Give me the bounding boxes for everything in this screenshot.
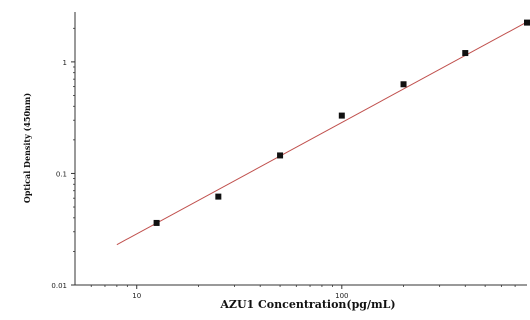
data-point [462, 50, 469, 57]
ticks: 0.01 0.1 1 10 100 [51, 27, 516, 300]
fit-line-layer [116, 21, 528, 246]
axes [74, 12, 527, 286]
data-point [153, 219, 160, 226]
y-tick-label: 0.1 [56, 170, 67, 178]
y-tick-label: 0.01 [51, 282, 67, 290]
x-tick-label: 10 [132, 292, 141, 300]
data-point [400, 81, 407, 88]
data-point [524, 19, 530, 26]
x-tick-label: 100 [335, 292, 348, 300]
fit-line [116, 21, 528, 246]
y-tick-label: 1 [63, 59, 67, 67]
data-points [153, 19, 530, 226]
data-point [215, 193, 222, 200]
data-point [277, 152, 284, 159]
data-point [338, 112, 345, 119]
y-axis-title: Optical Density (450nm) [22, 93, 32, 203]
x-axis-title: AZU1 Concentration(pg/mL) [219, 298, 395, 311]
